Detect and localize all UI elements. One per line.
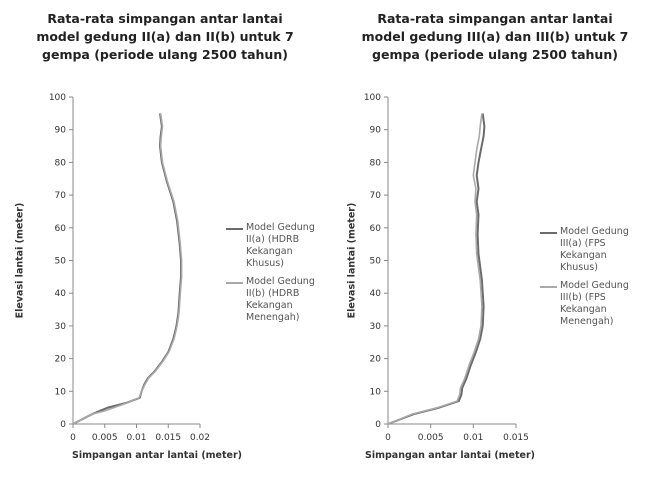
series-line (72, 113, 182, 425)
legend-label: Model Gedung III(b) (FPS Kekangan Meneng… (560, 280, 629, 327)
x-tick-label: 0.01 (126, 433, 146, 443)
chart-title-line-2: model gedung III(a) dan III(b) untuk 7 (361, 29, 629, 44)
y-tick-label: 90 (370, 126, 382, 136)
plot-area: 0 10 20 30 40 50 60 70 80 90 100 0 0.005 0.01 0.015 0.0… (49, 93, 210, 443)
y-tick-label: 10 (370, 387, 382, 397)
chart-left: Rata-rata simpangan antar lantai model g… (15, 10, 318, 461)
legend-item: Model Gedung II(b) (HDRB Kekangan Meneng… (226, 276, 318, 324)
y-tick-label: 50 (370, 257, 382, 267)
x-tick-label: 0.01 (463, 433, 483, 443)
series-line (387, 113, 486, 425)
legend-swatch (540, 232, 557, 234)
y-tick-label: 50 (55, 257, 67, 267)
x-tick-label: 0 (70, 433, 76, 443)
y-tick-label: 70 (55, 191, 67, 201)
y-tick-label: 70 (370, 191, 382, 201)
legend-item: Model Gedung III(a) (FPS Kekangan Khusus… (540, 226, 632, 274)
legend-item: Model Gedung III(b) (FPS Kekangan Meneng… (540, 280, 632, 328)
x-tick-label: 0.015 (503, 433, 529, 443)
legend-swatch (540, 286, 557, 288)
y-tick-label: 0 (375, 420, 381, 430)
chart-title-line-2: model gedung II(a) dan II(b) untuk 7 (36, 29, 294, 44)
legend-item: Model Gedung II(a) (HDRB Kekangan Khusus… (226, 222, 318, 270)
y-tick-label: 100 (49, 93, 66, 103)
y-tick-label: 40 (370, 289, 382, 299)
chart-title-line-1: Rata-rata simpangan antar lantai (47, 11, 283, 26)
legend-label: Model Gedung II(a) (HDRB Kekangan Khusus… (246, 222, 315, 269)
chart-title: Rata-rata simpangan antar lantai model g… (350, 10, 640, 64)
y-tick-label: 30 (370, 322, 382, 332)
legend-label: Model Gedung II(b) (HDRB Kekangan Meneng… (246, 276, 315, 323)
chart-title-line-3: gempa (periode ulang 2500 tahun) (42, 47, 288, 62)
legend-label: Model Gedung III(a) (FPS Kekangan Khusus… (560, 226, 629, 273)
x-axis-label: Simpangan antar lantai (meter) (365, 450, 536, 461)
x-axis-label: Simpangan antar lantai (meter) (72, 450, 243, 461)
y-tick-label: 0 (60, 420, 66, 430)
y-tick-label: 80 (370, 158, 382, 168)
y-tick-label: 90 (55, 126, 67, 136)
plot-area: 0 10 20 30 40 50 60 70 80 90 100 0 0.005 0.01 0.015 (364, 93, 529, 443)
chart-right: Rata-rata simpangan antar lantai model g… (330, 0, 660, 482)
y-tick-label: 80 (55, 158, 67, 168)
y-tick-label: 20 (55, 355, 67, 365)
y-tick-label: 60 (55, 224, 67, 234)
x-tick-label: 0 (385, 433, 391, 443)
legend-swatch (226, 282, 243, 284)
y-tick-label: 60 (370, 224, 382, 234)
y-tick-label: 40 (55, 289, 67, 299)
legend: Model Gedung II(a) (HDRB Kekangan Khusus… (226, 222, 318, 330)
legend: Model Gedung III(a) (FPS Kekangan Khusus… (540, 226, 632, 334)
series-line (387, 113, 483, 425)
y-tick-label: 10 (55, 387, 67, 397)
chart-title-line-1: Rata-rata simpangan antar lantai (377, 11, 613, 26)
legend-swatch (226, 228, 243, 230)
x-tick-label: 0.005 (418, 433, 444, 443)
chart-title: Rata-rata simpangan antar lantai model g… (25, 10, 305, 64)
y-tick-label: 100 (364, 93, 381, 103)
x-tick-label: 0.015 (155, 433, 181, 443)
y-tick-label: 20 (370, 355, 382, 365)
x-tick-label: 0.005 (92, 433, 118, 443)
y-tick-label: 30 (55, 322, 67, 332)
series-line (72, 113, 183, 425)
chart-title-line-3: gempa (periode ulang 2500 tahun) (372, 47, 618, 62)
x-tick-label: 0.02 (190, 433, 210, 443)
